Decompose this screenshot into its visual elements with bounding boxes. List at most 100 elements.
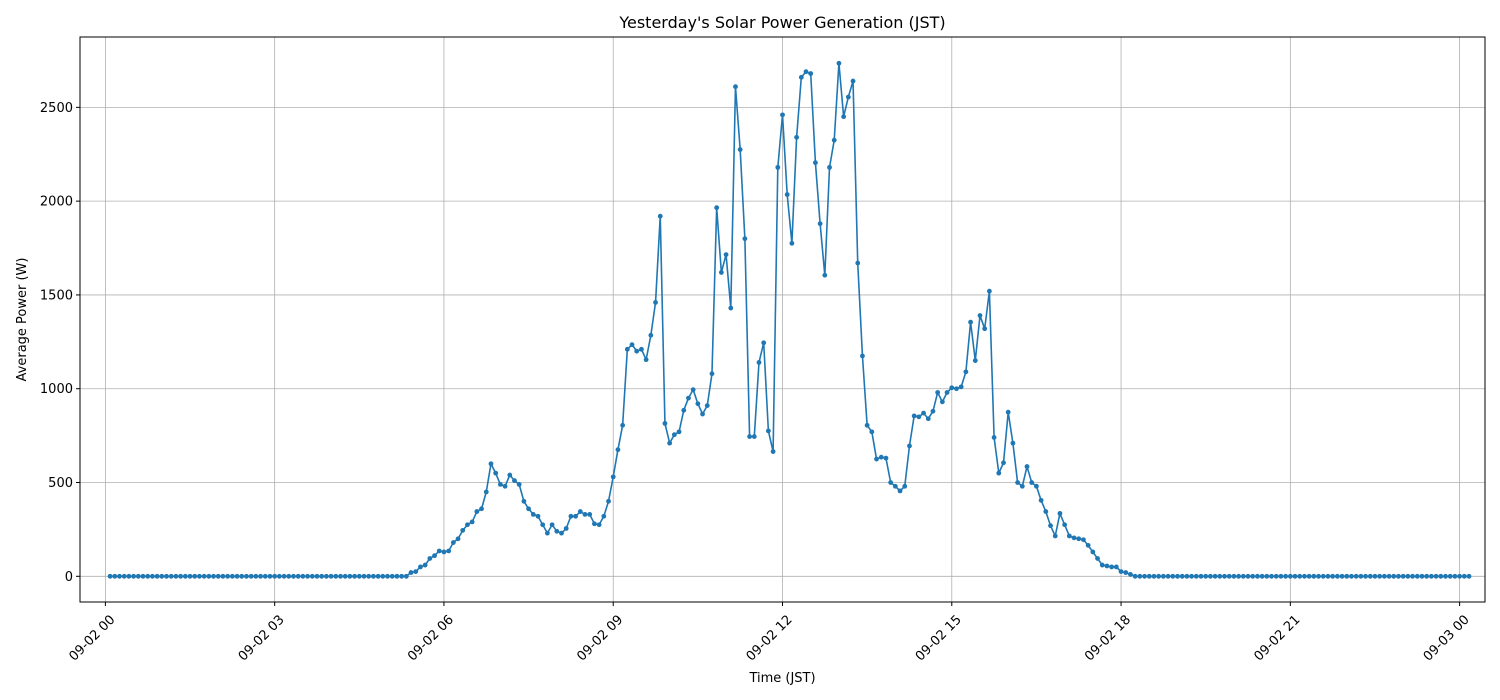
data-point xyxy=(709,371,715,377)
data-point xyxy=(1184,573,1190,579)
data-point xyxy=(474,509,480,514)
data-point xyxy=(921,410,926,416)
data-point xyxy=(794,134,800,140)
data-point xyxy=(972,358,978,363)
data-point xyxy=(342,573,348,579)
data-point xyxy=(888,480,894,485)
data-point xyxy=(253,573,259,579)
data-point xyxy=(733,84,738,90)
data-point xyxy=(1193,573,1199,579)
data-point xyxy=(272,573,278,579)
data-point xyxy=(1001,460,1006,466)
data-point xyxy=(173,573,179,579)
data-point xyxy=(667,440,673,446)
data-point xyxy=(1349,573,1354,579)
data-point xyxy=(107,573,113,579)
data-point xyxy=(544,530,550,536)
data-point xyxy=(1095,556,1100,561)
data-point xyxy=(1165,573,1171,579)
data-point xyxy=(446,548,452,554)
data-point xyxy=(131,573,137,579)
data-point xyxy=(192,573,198,579)
data-point xyxy=(1038,497,1044,503)
y-tick-label: 1000 xyxy=(40,382,73,397)
data-point xyxy=(1292,573,1298,579)
data-point xyxy=(864,422,870,428)
data-point xyxy=(963,369,969,375)
data-point xyxy=(403,573,409,579)
data-point xyxy=(258,573,263,579)
data-point xyxy=(154,573,160,579)
data-point xyxy=(507,472,513,478)
data-point xyxy=(206,573,212,579)
data-point xyxy=(234,573,240,579)
data-point xyxy=(1339,573,1345,579)
data-point xyxy=(549,522,555,528)
data-point xyxy=(112,573,118,579)
data-point xyxy=(1278,573,1284,579)
data-point xyxy=(1052,533,1058,539)
data-point xyxy=(1405,573,1411,579)
data-point xyxy=(408,570,414,575)
data-point xyxy=(1245,573,1251,579)
data-point xyxy=(178,573,184,579)
data-point xyxy=(648,332,654,338)
x-tick-label: 09-02 03 xyxy=(236,612,288,664)
data-point xyxy=(394,573,400,579)
data-point xyxy=(314,573,320,579)
data-point xyxy=(469,519,475,525)
data-point xyxy=(991,435,997,440)
data-point xyxy=(700,411,705,417)
data-point xyxy=(1259,573,1265,579)
data-point xyxy=(878,454,884,460)
data-point xyxy=(1217,573,1223,579)
data-point xyxy=(399,573,405,579)
data-point xyxy=(1443,573,1448,579)
data-point xyxy=(164,573,169,579)
data-point xyxy=(1377,573,1383,579)
data-point xyxy=(211,573,216,579)
data-point xyxy=(1344,573,1350,579)
data-point xyxy=(493,470,499,476)
data-point xyxy=(295,573,301,579)
data-point xyxy=(1109,564,1115,570)
data-point xyxy=(1062,522,1068,528)
data-point xyxy=(690,387,696,393)
data-point xyxy=(540,522,546,528)
data-point xyxy=(1283,573,1289,579)
data-point xyxy=(1203,573,1209,579)
data-point xyxy=(389,573,395,579)
data-point xyxy=(1081,537,1086,543)
data-point xyxy=(1019,483,1025,489)
data-point xyxy=(338,573,343,579)
data-point xyxy=(855,260,861,266)
data-point xyxy=(554,528,560,534)
data-point xyxy=(1419,573,1425,579)
data-point xyxy=(305,573,310,579)
data-point xyxy=(897,488,903,494)
data-point xyxy=(530,512,536,517)
data-point xyxy=(737,147,743,152)
data-point xyxy=(521,498,527,504)
data-point xyxy=(610,474,616,480)
data-point xyxy=(1099,562,1105,568)
data-point xyxy=(925,416,931,422)
data-point xyxy=(1250,573,1256,579)
data-point xyxy=(1287,573,1293,579)
data-point xyxy=(831,137,837,143)
data-point xyxy=(1433,573,1439,579)
data-point xyxy=(615,447,621,453)
data-point xyxy=(761,340,767,346)
data-point xyxy=(422,562,428,568)
data-point xyxy=(1118,569,1124,575)
data-point xyxy=(300,573,306,579)
data-point xyxy=(502,483,508,489)
data-point xyxy=(907,443,912,449)
data-point xyxy=(1363,573,1368,579)
data-point xyxy=(728,305,734,311)
data-point xyxy=(639,346,644,352)
data-point xyxy=(1071,535,1077,541)
data-point xyxy=(860,353,865,359)
data-point xyxy=(140,573,146,579)
